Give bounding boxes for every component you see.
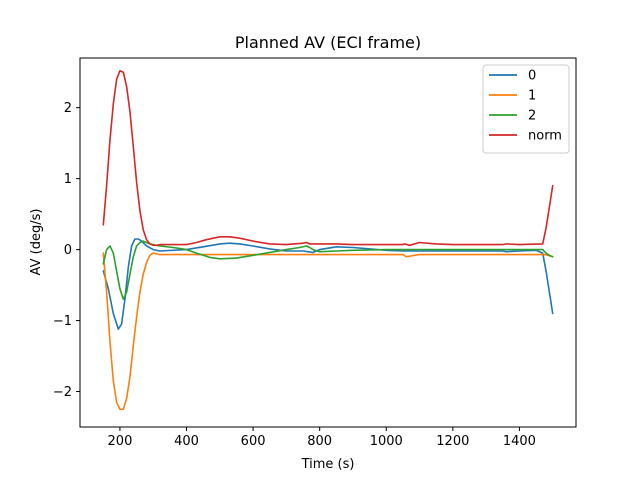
y-tick-label: 2 bbox=[64, 101, 72, 116]
x-tick-label: 1200 bbox=[436, 434, 469, 449]
y-tick-label: −1 bbox=[53, 314, 72, 329]
legend: 0 1 2 norm bbox=[482, 64, 570, 154]
x-tick-label: 200 bbox=[108, 434, 133, 449]
x-tick-label: 600 bbox=[241, 434, 266, 449]
legend-label-norm: norm bbox=[528, 129, 562, 144]
y-tick-label: −2 bbox=[53, 385, 72, 400]
series-group bbox=[102, 70, 554, 411]
legend-label-1: 1 bbox=[528, 89, 536, 104]
plot-area bbox=[79, 57, 577, 428]
x-axis-label: Time (s) bbox=[301, 457, 355, 472]
series-line-norm bbox=[102, 70, 554, 247]
x-tick-label: 1000 bbox=[370, 434, 403, 449]
x-tick-label: 800 bbox=[307, 434, 332, 449]
axes-frame bbox=[79, 57, 577, 428]
y-tick-label: 1 bbox=[64, 172, 72, 187]
x-axis: 200 400 600 800 1000 1200 1400 bbox=[108, 427, 536, 449]
series-line-1 bbox=[102, 252, 554, 411]
legend-label-0: 0 bbox=[528, 69, 536, 84]
y-axis: −2 −1 0 1 2 bbox=[53, 101, 80, 400]
x-tick-label: 400 bbox=[174, 434, 199, 449]
chart-title: Planned AV (ECI frame) bbox=[235, 33, 421, 52]
legend-label-2: 2 bbox=[528, 109, 536, 124]
y-axis-label: AV (deg/s) bbox=[29, 209, 44, 276]
series-line-0 bbox=[102, 238, 554, 330]
series-line-2 bbox=[102, 240, 554, 301]
x-tick-label: 1400 bbox=[503, 434, 536, 449]
y-tick-label: 0 bbox=[64, 243, 72, 258]
legend-box bbox=[482, 64, 570, 154]
